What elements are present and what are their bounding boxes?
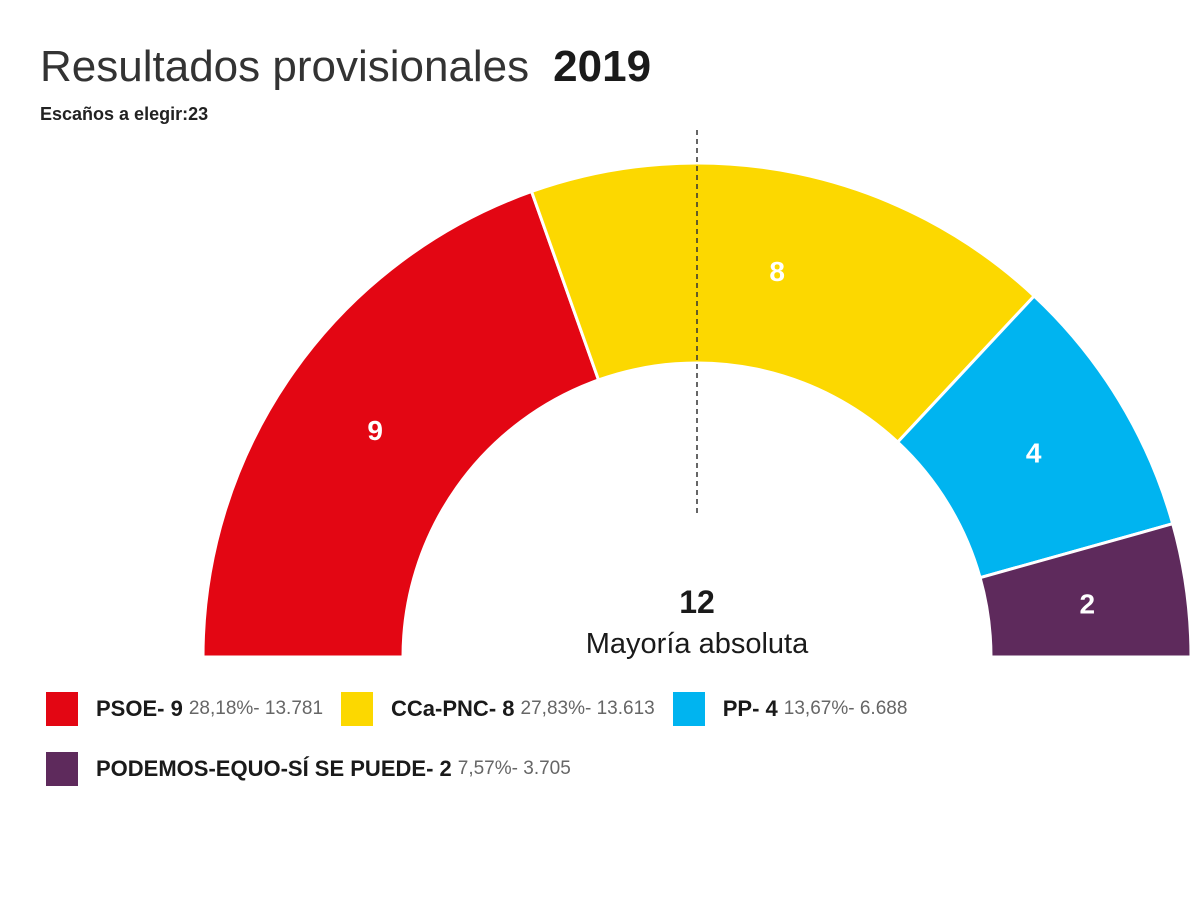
legend-swatch xyxy=(46,692,78,726)
title-text: Resultados provisionales xyxy=(40,42,530,91)
legend: PSOE- 9 28,18%- 13.781 CCa-PNC- 8 27,83%- 1… xyxy=(46,690,1146,810)
majority-label: Mayoría absoluta xyxy=(585,628,809,660)
legend-swatch xyxy=(341,692,374,726)
legend-item: CCa-PNC- 8 27,83%- 13.613 xyxy=(341,690,655,728)
legend-values: 7,57%- 3.705 xyxy=(457,758,571,779)
segment-0[interactable] xyxy=(201,189,601,659)
segment-label-2: 4 xyxy=(1026,437,1042,468)
segment-3[interactable] xyxy=(978,521,1193,659)
legend-swatch xyxy=(672,692,705,726)
legend-name: CCa-PNC- 8 xyxy=(391,696,515,721)
chart-title: Resultados provisionales 2019 xyxy=(40,42,651,92)
legend-name: PP- 4 xyxy=(722,696,778,721)
segment-label-3: 2 xyxy=(1080,588,1096,619)
legend-item: PP- 4 13,67%- 6.688 xyxy=(672,690,908,728)
legend-name: PODEMOS-EQUO-SÍ SE PUEDE- 2 xyxy=(96,756,452,781)
legend-values: 13,67%- 6.688 xyxy=(783,698,908,719)
segment-label-1: 8 xyxy=(769,256,785,287)
legend-values: 28,18%- 13.781 xyxy=(188,698,324,719)
legend-item: PODEMOS-EQUO-SÍ SE PUEDE- 2 7,57%- 3.705 xyxy=(46,750,571,788)
legend-item: PSOE- 9 28,18%- 13.781 xyxy=(46,690,323,728)
segment-1[interactable] xyxy=(529,161,1037,445)
majority-value: 12 xyxy=(679,584,715,620)
seats-subtitle: Escaños a elegir:23 xyxy=(40,104,209,124)
legend-name: PSOE- 9 xyxy=(96,696,183,721)
legend-swatch xyxy=(46,752,78,786)
title-year: 2019 xyxy=(553,42,652,91)
segment-label-0: 9 xyxy=(367,415,383,446)
legend-values: 27,83%- 13.613 xyxy=(520,698,655,719)
